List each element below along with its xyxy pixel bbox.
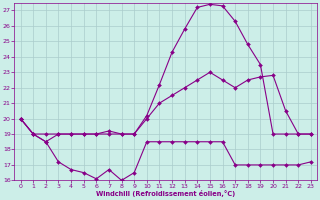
X-axis label: Windchill (Refroidissement éolien,°C): Windchill (Refroidissement éolien,°C): [96, 190, 236, 197]
